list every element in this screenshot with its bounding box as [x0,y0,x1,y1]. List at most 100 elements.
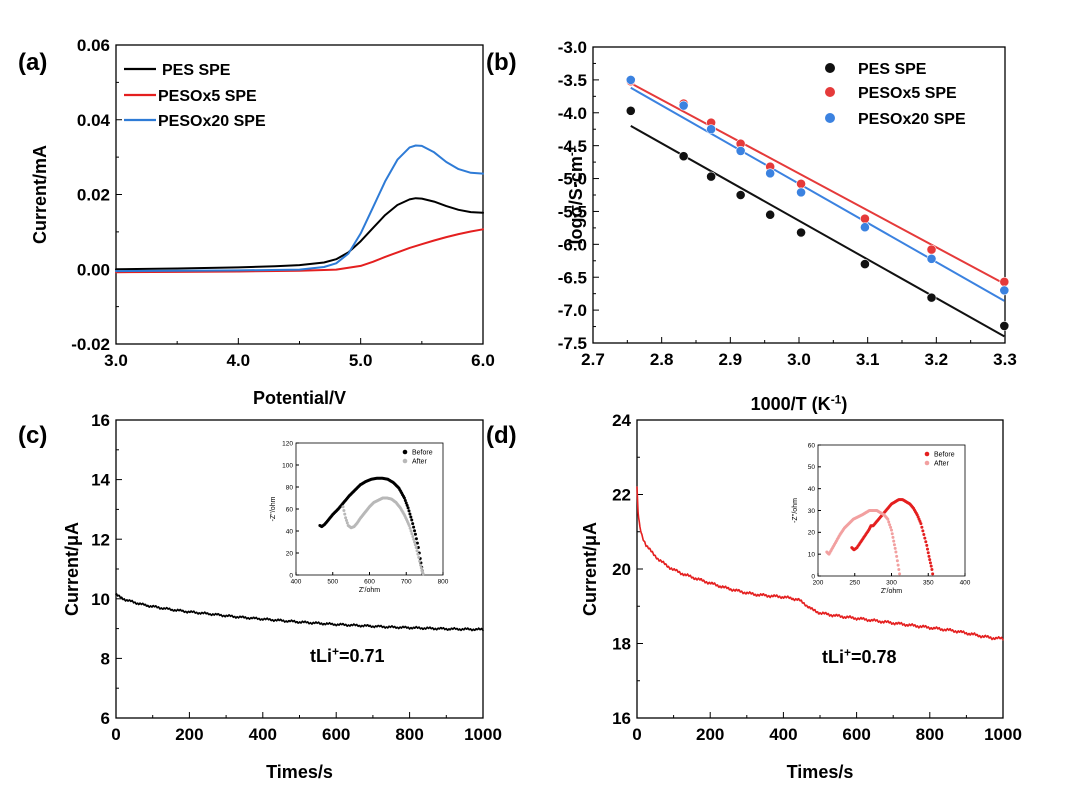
y-tick-label: 20 [286,550,294,557]
data-point-1 [625,105,636,116]
inset-point-2 [408,526,412,530]
legend-label: PESOx20 SPE [158,113,266,130]
data-point-3 [860,222,870,233]
inset-point-2 [892,543,896,547]
x-tick-label: 6.0 [471,351,495,370]
data-point-1 [796,227,806,238]
series-line-2 [115,228,484,274]
inset-point-2 [411,535,415,538]
inset-point-2 [889,525,893,529]
inset-point-1 [402,496,406,500]
transference-number-sup: + [844,645,851,659]
y-tick-label: -3.5 [558,71,587,90]
y-tick-label: -6.5 [558,268,587,287]
x-tick-label: 600 [842,725,870,744]
inset-point-2 [345,521,349,525]
x-axis-label: Potential/V [253,388,346,408]
data-point-3 [999,285,1010,296]
x-tick-label: 5.0 [349,351,373,370]
data-point-2 [796,178,806,189]
inset-point-2 [419,563,423,567]
inset-point-1 [409,515,413,519]
inset-legend-marker [402,449,408,455]
fit-line-1 [630,125,1005,338]
inset-point-1 [416,546,420,549]
y-tick-label: 20 [612,560,631,579]
inset-point-1 [921,529,925,533]
y-tick-label: 120 [282,440,293,447]
x-axis-label-sup: -1 [831,392,842,406]
transference-number: tLi+=0.71 [310,644,385,666]
current-trace [115,593,484,632]
inset-point-2 [414,546,418,549]
panels-layer: 3.0 4.0 5.0 6.0 -0.02 0.00 0.02 0.04 0.06 PES SPE… [30,36,1022,782]
y-tick-label: 0.04 [77,111,111,130]
x-tick-label: 0 [111,725,120,744]
x-tick-label: 600 [364,579,375,586]
x-tick-label: 300 [886,580,897,587]
y-tick-label: -4.5 [558,137,587,156]
y-axis-label-sup: -1 [564,145,578,156]
y-tick-label: 40 [286,528,294,535]
inset-point-2 [344,518,348,522]
panel-label-d: (d) [486,422,517,449]
inset-legend-label: Before [934,452,955,459]
x-tick-label: 400 [291,579,302,586]
x-tick-label: 400 [769,725,797,744]
legend-label: PES SPE [162,62,231,79]
x-tick-label: 500 [327,579,338,586]
y-tick-label: 14 [91,471,110,490]
inset-point-1 [408,512,412,516]
y-tick-label: -5.5 [558,203,587,222]
y-tick-label: 0.00 [77,260,110,279]
legend-label: PESOx5 SPE [158,88,257,105]
x-tick-label: 3.3 [993,350,1017,369]
data-point-1 [999,320,1010,331]
x-tick-label: 250 [849,580,860,587]
legend-marker [825,63,835,73]
inset-point-1 [926,547,930,551]
inset-legend-label: After [412,459,427,466]
inset-point-2 [412,537,416,541]
x-axis-label: Times/s [787,762,854,782]
inset-point-2 [891,535,895,539]
inset-point-2 [892,539,896,543]
inset-x-axis-label: Z'/ohm [881,588,902,595]
y-tick-label: -3.0 [558,38,587,57]
legend-label: PES SPE [858,61,927,78]
inset-point-2 [419,566,423,570]
inset-point-2 [410,532,414,536]
transference-number-tail: =0.78 [851,647,897,667]
data-point-1 [735,190,746,200]
data-point-2 [860,213,870,224]
panel-b: 2.7 2.8 2.9 3.0 3.1 3.2 3.3 -3.0 -3.5 -4.0 -4.5 -5.… [558,38,1017,414]
y-tick-label: 0 [289,572,293,579]
inset-y-axis-label: -Z''/ohm [792,498,799,523]
inset-point-2 [890,532,894,536]
y-tick-label: 8 [101,650,110,669]
inset-point-1 [926,551,930,555]
x-axis-label: 1000/T (K-1) [751,392,848,414]
inset-point-1 [410,518,414,522]
x-tick-label: 1000 [464,725,502,744]
inset-y-axis-label: -Z''/ohm [270,496,277,521]
inset-point-1 [403,498,407,502]
inset-point-2 [887,520,891,524]
inset-point-1 [413,529,417,533]
inset-point-1 [923,536,927,540]
y-tick-label: 50 [808,464,816,471]
y-tick-label: -0.02 [71,335,110,354]
inset-point-1 [930,567,934,571]
inset-point-2 [894,550,898,554]
x-tick-label: 2.9 [719,350,743,369]
y-tick-label: 12 [91,530,110,549]
y-tick-label: 10 [91,590,110,609]
transference-number-sup: + [332,644,339,658]
inset-point-2 [344,516,348,520]
data-point-3 [735,146,746,156]
x-tick-label: 700 [401,579,412,586]
series-line-1 [115,197,484,271]
inset-point-2 [886,517,890,521]
y-tick-label: 60 [286,506,294,513]
inset-point-1 [920,525,924,529]
